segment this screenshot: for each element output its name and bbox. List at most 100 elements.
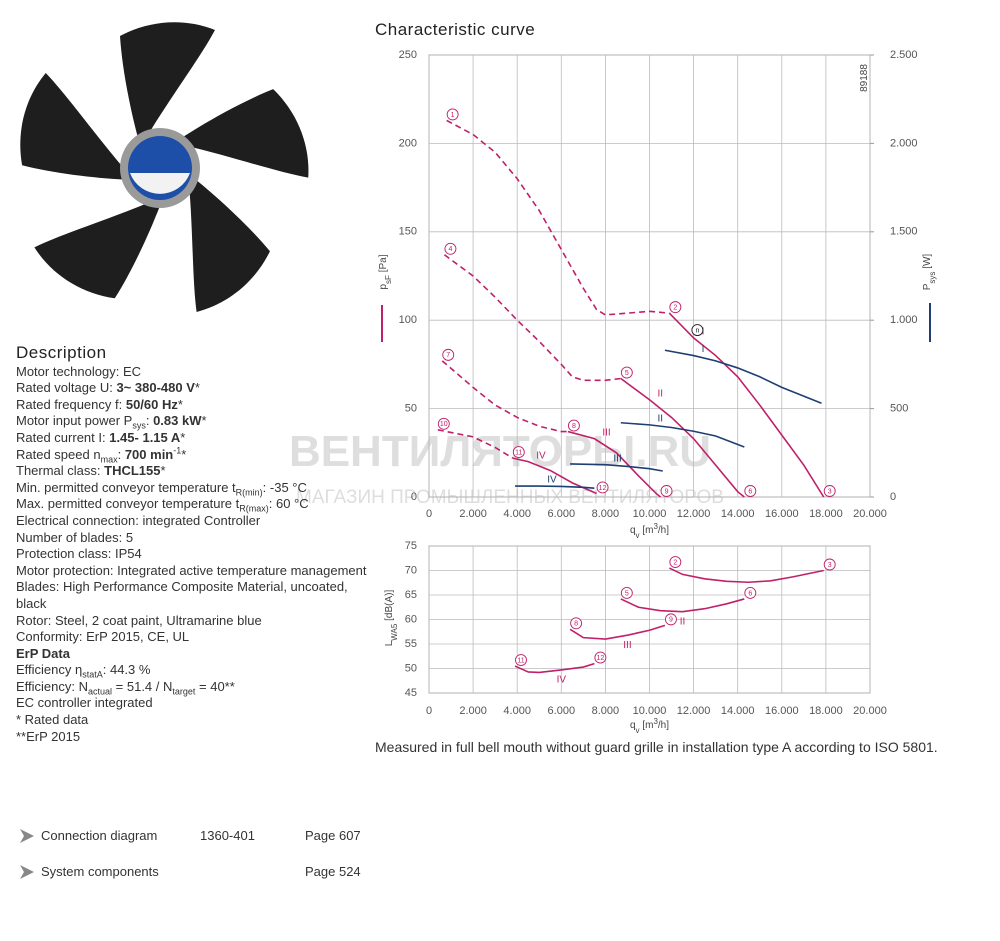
x-tick-label: 6.000 [548,705,576,717]
x-axis-label: qv [m3/h] [630,717,669,735]
text-run: : 44.3 % [102,662,151,678]
x-tick-label: 18.000 [809,705,843,717]
text-run: : [145,413,154,429]
description-line: Rated speed nmax: 700 min-1* [16,446,372,465]
x-tick-label: 4.000 [503,508,531,520]
text-run: Efficiency η [16,662,83,678]
description-title: Description [16,343,107,362]
point-label: n [695,327,699,334]
point-label: 5 [625,370,629,377]
point-marker [594,651,607,664]
description: Description Motor technology: EC Rated vo… [16,343,372,746]
x-tick-label: 12.000 [677,705,711,717]
point-label: 8 [574,621,578,628]
y2-tick-label: 1.500 [890,226,918,238]
description-line: Efficiency: Nactual = 51.4 / Ntarget = 4… [16,679,372,696]
point-label: 7 [446,352,450,359]
text-run: Motor protection: Integrated active temp… [16,562,367,578]
text-run: Min. permitted conveyor temperature t [16,479,236,495]
text-run: [m [640,525,654,536]
curve [567,430,662,498]
text-run: Max. permitted conveyor temperature t [16,496,240,512]
point-marker [620,366,633,379]
description-line: Number of blades: 5 [16,530,372,547]
text-run: /h] [658,525,669,536]
text-run: sys [132,420,146,431]
x-tick-label: 0 [426,705,432,717]
text-run: 700 min [124,446,174,462]
point-marker [570,617,583,630]
x-tick-label: 8.000 [592,508,620,520]
y2-tick-label: 1.000 [890,314,918,326]
text-run: 3 [653,717,658,726]
text-run: target [172,686,196,697]
text-run: = 40** [195,678,235,694]
description-line: Protection class: IP54 [16,546,372,563]
description-line: Rated voltage U: 3~ 380-480 V* [16,380,372,397]
fan-image [20,22,309,312]
point-label: 6 [748,590,752,597]
x-tick-label: 20.000 [853,508,887,520]
text-run: [m [640,720,654,731]
curve-label: III [623,640,631,651]
point-label: 5 [625,590,629,597]
curve-label: IV [536,450,546,461]
curve-label: II [680,616,686,627]
text-run: : -35 °C [262,479,307,495]
point-label: 11 [517,657,524,664]
text-run: P [922,283,933,290]
curve [668,567,824,584]
text-run: Efficiency: N [16,678,89,694]
text-run: actual [88,686,113,697]
y-tick-label: 150 [399,226,417,238]
link-label[interactable]: System components [41,864,159,879]
description-line: Thermal class: THCL155* [16,463,372,480]
point-marker [567,419,580,432]
description-line: ErP Data [16,646,372,663]
point-label: 9 [669,617,673,624]
point-marker [620,586,633,599]
text-run: Rated current I: [16,429,110,445]
fan-blade [34,200,161,299]
point-marker [442,348,455,361]
text-run: max [100,454,118,465]
point-marker [446,108,459,121]
description-line: Efficiency ηstatA: 44.3 % [16,662,372,679]
text-run: Electrical connection: integrated Contro… [16,512,261,528]
chart-code: 89188 [859,64,870,92]
text-run: Motor technology: EC [16,363,142,379]
description-line: Electrical connection: integrated Contro… [16,513,372,530]
curve [620,377,745,498]
link-label[interactable]: Connection diagram [41,828,158,843]
point-marker [512,446,525,459]
text-run: **ErP 2015 [16,728,81,744]
point-label: 4 [448,246,452,253]
fan-blade [188,179,270,312]
link-page: Page 524 [305,864,361,879]
point-marker [691,324,704,337]
point-label: 6 [748,488,752,495]
text-run: * [160,463,166,479]
text-run: * [194,380,200,396]
y-tick-label: 65 [405,589,417,601]
text-run: THCL155 [104,463,161,479]
text-run: v [636,726,640,735]
description-line: Rotor: Steel, 2 coat paint, Ultramarine … [16,613,372,630]
text-run: 3~ 380-480 V [116,380,195,396]
text-run: sys [928,272,937,284]
point-marker [669,556,682,568]
text-run: 1.45- 1.15 A [109,429,181,445]
description-line: Max. permitted conveyor temperature tR(m… [16,496,372,513]
curve [437,429,514,459]
y2-tick-label: 2.000 [890,137,918,149]
point-label: 2 [673,304,677,311]
text-run: Protection class: IP54 [16,546,142,562]
text-run: p [378,284,389,290]
description-line: * Rated data [16,712,372,729]
x-tick-label: 14.000 [721,508,755,520]
y-tick-label: 60 [405,613,417,625]
x-tick-label: 14.000 [721,705,755,717]
text-run: Rated frequency f: [16,396,126,412]
description-line: Min. permitted conveyor temperature tR(m… [16,480,372,497]
description-line: **ErP 2015 [16,729,372,746]
